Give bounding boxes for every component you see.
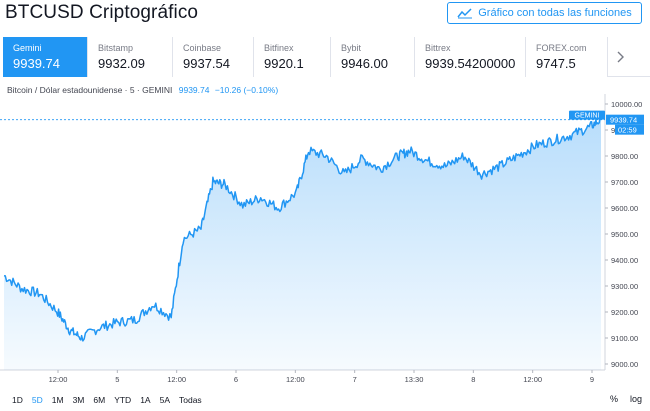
- price-area: [4, 116, 601, 370]
- legend-change: −10.26 (−0.10%): [214, 85, 279, 95]
- tab-gemini[interactable]: Gemini 9939.74: [3, 37, 88, 77]
- y-tick-label: 10000.00: [611, 100, 642, 109]
- exchange-price: 9939.74: [13, 56, 60, 71]
- range-button-5a[interactable]: 5A: [159, 395, 170, 405]
- price-chart[interactable]: 9000.00 9100.00 9200.00 9300.00 9400.00 9500.…: [0, 94, 650, 384]
- tab-bitfinex[interactable]: Bitfinex 9920.1: [254, 37, 331, 77]
- x-tick-label: 12:00: [286, 375, 305, 384]
- range-button-todas[interactable]: Todas: [179, 395, 202, 405]
- percent-scale-button[interactable]: %: [609, 394, 618, 404]
- range-button-3m[interactable]: 3M: [72, 395, 85, 405]
- tab-bitstamp[interactable]: Bitstamp 9932.09: [88, 37, 173, 77]
- exchange-tag: GEMINI: [575, 112, 600, 119]
- range-button-1d[interactable]: 1D: [12, 395, 23, 405]
- exchange-name: Bybit: [341, 43, 362, 53]
- scale-buttons: % log: [610, 394, 642, 404]
- range-button-5d[interactable]: 5D: [31, 395, 43, 405]
- y-tick-label: 9500.00: [611, 230, 638, 239]
- range-button-ytd[interactable]: YTD: [114, 395, 132, 405]
- y-tick-label: 9000.00: [611, 360, 638, 369]
- exchange-price: 9937.54: [183, 56, 230, 71]
- y-tick-label: 9100.00: [611, 334, 638, 343]
- x-axis: 12:00 5 12:00 6 12:00 7 13:30 8 12:00 9: [49, 370, 594, 384]
- tab-bybit[interactable]: Bybit 9946.00: [331, 37, 415, 77]
- range-button-1m[interactable]: 1M: [51, 395, 64, 405]
- chart-legend: Bitcoin / Dólar estadounidense · 5 · GEM…: [7, 85, 278, 95]
- price-line: [3, 115, 602, 342]
- range-button-6m[interactable]: 6M: [93, 395, 106, 405]
- legend-symbol: Bitcoin / Dólar estadounidense · 5 · GEM…: [7, 85, 173, 95]
- x-tick-label: 12:00: [523, 375, 542, 384]
- page-title: BTCUSD Criptográfico: [5, 2, 199, 23]
- exchange-name: Coinbase: [183, 43, 222, 53]
- x-tick-label: 12:00: [167, 375, 186, 384]
- exchange-name: Bitfinex: [264, 43, 294, 53]
- exchange-name: Bittrex: [425, 43, 451, 53]
- x-tick-label: 5: [115, 375, 119, 384]
- y-axis: 9000.00 9100.00 9200.00 9300.00 9400.00 9500.…: [605, 100, 642, 369]
- last-price-label: 9939.74: [610, 116, 637, 125]
- exchange-name: Bitstamp: [98, 43, 134, 53]
- exchange-price: 9920.1: [264, 56, 304, 71]
- range-selector: 1D 5D 1M 3M 6M YTD 1A 5A Todas: [0, 389, 650, 411]
- full-chart-button[interactable]: Gráfico con todas las funciones: [447, 2, 642, 24]
- y-tick-label: 9200.00: [611, 308, 638, 317]
- x-tick-label: 7: [353, 375, 357, 384]
- exchange-price: 9747.5: [536, 56, 576, 71]
- exchange-name: Gemini: [13, 43, 42, 53]
- chart-icon: [457, 8, 473, 19]
- range-button-1a[interactable]: 1A: [140, 395, 151, 405]
- y-tick-label: 9700.00: [611, 178, 638, 187]
- x-tick-label: 12:00: [49, 375, 68, 384]
- exchange-tag-bg: [569, 110, 605, 120]
- y-tick-label: 9300.00: [611, 282, 638, 291]
- x-tick-label: 6: [234, 375, 238, 384]
- legend-price: 9939.74: [178, 85, 210, 95]
- countdown-bg: [615, 124, 644, 135]
- exchange-price: 9932.09: [98, 56, 145, 71]
- log-scale-button[interactable]: log: [629, 394, 642, 404]
- countdown-label: 02:59: [618, 126, 637, 135]
- tab-forex[interactable]: FOREX.com 9747.5: [526, 37, 608, 77]
- x-tick-label: 8: [471, 375, 475, 384]
- y-tick-label: 9400.00: [611, 256, 638, 265]
- exchange-price: 9939.54200000: [425, 56, 516, 71]
- exchange-name: FOREX.com: [536, 43, 587, 53]
- chevron-right-icon[interactable]: [608, 37, 633, 77]
- tab-coinbase[interactable]: Coinbase 9937.54: [173, 37, 254, 77]
- y-tick-label: 9800.00: [611, 152, 638, 161]
- full-chart-label: Gráfico con todas las funciones: [478, 7, 632, 19]
- x-tick-label: 9: [590, 375, 594, 384]
- exchange-price: 9946.00: [341, 56, 388, 71]
- exchange-tabs: Gemini 9939.74 Bitstamp 9932.09 Coinbase…: [3, 37, 650, 77]
- x-tick-label: 13:30: [405, 375, 424, 384]
- tab-bittrex[interactable]: Bittrex 9939.54200000: [415, 37, 526, 77]
- last-price-bg: [606, 114, 644, 125]
- y-tick-label: 9600.00: [611, 204, 638, 213]
